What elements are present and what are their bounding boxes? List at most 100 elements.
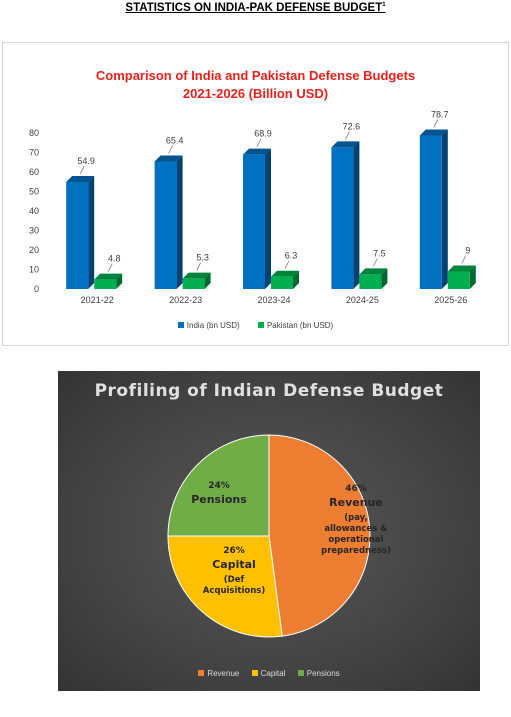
bar-chart-legend: India (bn USD) Pakistan (bn USD) [3, 321, 508, 330]
bar-front-face [94, 279, 117, 289]
y-tick-label: 50 [29, 187, 39, 197]
bar-top-face [66, 175, 95, 182]
bar-side-face [293, 270, 299, 289]
y-tick-label: 20 [29, 245, 39, 255]
bar-india [243, 148, 271, 289]
y-tick-label: 30 [29, 226, 39, 236]
y-tick-label: 10 [29, 265, 39, 275]
page-heading-text: STATISTICS ON INDIA-PAK DEFENSE BUDGET [125, 2, 383, 14]
bar-front-face [154, 161, 177, 289]
data-label-india: 72.6 [343, 121, 361, 131]
data-label-leader [256, 138, 262, 147]
pie-chart: 46% Revenue (pay,allowances &operationalpr… [167, 434, 391, 638]
legend-swatch-revenue [198, 670, 205, 676]
legend-item-india: India (bn USD) [177, 321, 240, 330]
pie-sub-label: Acquisitions) [203, 586, 266, 596]
bar-side-face [176, 155, 183, 289]
data-label-pakistan: 7.5 [373, 248, 386, 258]
data-label-leader [461, 255, 467, 264]
bar-pakistan [271, 270, 299, 289]
data-label-leader [168, 145, 173, 154]
bar-side-face [381, 268, 388, 289]
x-tick-label: 2023-24 [257, 295, 290, 305]
bar-top-face [94, 273, 123, 280]
pie-name-label: Pensions [191, 493, 247, 506]
legend-item-capital: Capital [251, 669, 286, 678]
pie-name-label: Revenue [329, 496, 383, 509]
data-label-leader [345, 131, 350, 140]
pie-slice-revenue [268, 434, 371, 637]
legend-item-pensions: Pensions [297, 669, 340, 678]
data-label-leader [196, 262, 201, 271]
legend-swatch-india [177, 322, 184, 328]
bar-chart: 0 10 20 30 40 50 60 70 80 2021-22 2022-23 2023-24 20… [29, 110, 476, 305]
x-tick-label: 2021-22 [81, 295, 114, 305]
x-tick-label: 2025-26 [434, 295, 467, 305]
y-tick-label: 70 [29, 148, 39, 158]
bar-top-face [243, 148, 271, 155]
bar-chart-title-line1: Comparison of India and Pakistan Defense… [95, 68, 416, 83]
legend-label-pensions: Pensions [306, 669, 340, 678]
x-tick-label: 2024-25 [346, 295, 379, 305]
footnote-marker: 1 [382, 2, 386, 9]
data-label-leader [433, 119, 439, 128]
y-tick-label: 40 [29, 206, 39, 216]
bar-front-face [271, 276, 293, 289]
legend-item-revenue: Revenue [198, 669, 239, 678]
legend-swatch-pakistan [257, 322, 264, 328]
bar-chart-frame: 0 10 20 30 40 50 60 70 80 2021-22 2022-23 2023-24 20… [2, 42, 509, 346]
pie-chart-frame: Profiling of Indian Defense Budget 46% Re… [58, 371, 480, 691]
pie-sub-label: allowances & [324, 524, 388, 534]
bar-pakistan [359, 268, 388, 289]
bar-front-face [331, 147, 354, 289]
data-label-pakistan: 6.3 [285, 251, 298, 261]
bar-front-face [243, 154, 265, 289]
legend-swatch-capital [251, 670, 258, 676]
data-label-india: 54.9 [77, 156, 95, 166]
y-tick-label: 60 [29, 167, 39, 177]
bar-top-face [359, 268, 388, 275]
bar-top-face [331, 141, 360, 148]
pie-sub-label: (pay, [344, 513, 368, 523]
pie-chart-title: Profiling of Indian Defense Budget [94, 381, 444, 401]
bar-top-face [271, 270, 299, 277]
bar-pakistan [94, 273, 123, 289]
legend-label-pakistan: Pakistan (bn USD) [266, 321, 334, 330]
legend-swatch-pensions [297, 670, 304, 676]
bar-front-face [419, 135, 442, 289]
bar-top-face [447, 265, 476, 272]
legend-item-pakistan: Pakistan (bn USD) [257, 321, 334, 330]
data-label-leader [79, 165, 85, 175]
data-label-leader [373, 258, 378, 267]
bar-front-face [447, 271, 470, 289]
pie-name-label: Capital [212, 558, 256, 571]
data-label-pakistan: 9 [465, 245, 470, 255]
bar-india [419, 129, 448, 289]
data-label-leader [284, 260, 290, 269]
x-tick-label: 2022-23 [169, 295, 202, 305]
y-tick-label: 0 [34, 284, 39, 294]
data-label-india: 68.9 [254, 129, 272, 139]
bar-side-face [116, 273, 123, 289]
bar-side-face [88, 175, 95, 289]
pie-slice-pensions [167, 434, 270, 537]
data-label-pakistan: 4.8 [108, 254, 121, 264]
pie-pct-label: 46% [345, 484, 367, 494]
pie-sub-label: (Def [224, 575, 245, 585]
pie-chart-legend: Revenue Capital Pensions [58, 669, 480, 678]
bar-front-face [66, 181, 89, 289]
pie-sub-label: preparedness) [321, 546, 391, 556]
page-heading: STATISTICS ON INDIA-PAK DEFENSE BUDGET1 [0, 2, 511, 14]
bar-top-face [182, 272, 211, 279]
data-label-leader [107, 263, 113, 272]
bar-side-face [441, 129, 448, 289]
bar-chart-title-line2: 2021-2026 (Billion USD) [182, 86, 329, 101]
legend-label-india: India (bn USD) [186, 321, 240, 330]
bar-pakistan [182, 272, 211, 289]
bar-pakistan [447, 265, 476, 289]
bar-side-face [353, 141, 360, 289]
bar-india [331, 141, 360, 289]
bar-side-face [265, 148, 271, 289]
pie-sub-label: operational [328, 535, 383, 545]
pie-slice-capital [167, 535, 283, 638]
